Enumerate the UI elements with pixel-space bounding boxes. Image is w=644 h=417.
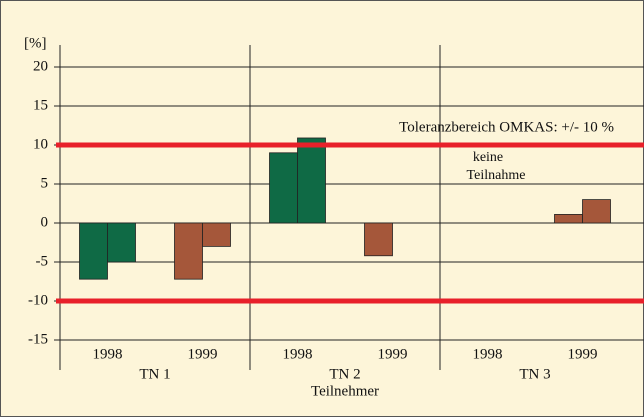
reference-label: Toleranzbereich OMKAS: +/- 10 % xyxy=(399,119,614,135)
group-label: TN 2 xyxy=(329,366,360,382)
x-tick-label: 1998 xyxy=(93,346,123,362)
y-tick-label: -10 xyxy=(28,292,48,308)
x-axis-label: Teilnehmer xyxy=(311,383,379,399)
x-tick-label: 1999 xyxy=(188,346,218,362)
x-tick-label: 1998 xyxy=(283,346,313,362)
annotation: keine xyxy=(473,150,503,165)
bar xyxy=(202,222,231,247)
x-tick-label: 1998 xyxy=(473,346,503,362)
bar xyxy=(582,199,611,224)
y-tick-label: 0 xyxy=(41,214,49,230)
bar xyxy=(297,137,326,224)
bar xyxy=(364,222,393,257)
y-axis-label: [%] xyxy=(24,35,47,51)
y-tick-label: 15 xyxy=(33,97,48,113)
bar xyxy=(107,222,136,263)
group-label: TN 3 xyxy=(519,366,550,382)
x-tick-label: 1999 xyxy=(568,346,598,362)
bar xyxy=(79,222,108,280)
y-tick-label: 10 xyxy=(33,136,48,152)
y-tick-label: -15 xyxy=(28,331,48,347)
x-tick-label: 1999 xyxy=(378,346,408,362)
bar xyxy=(554,214,583,224)
group-label: TN 1 xyxy=(139,366,170,382)
y-tick-label: 20 xyxy=(33,58,48,74)
y-tick-label: 5 xyxy=(41,175,49,191)
annotation: Teilnahme xyxy=(467,168,526,183)
bar xyxy=(269,152,298,224)
bar xyxy=(174,222,203,280)
y-tick-label: -5 xyxy=(36,253,49,269)
